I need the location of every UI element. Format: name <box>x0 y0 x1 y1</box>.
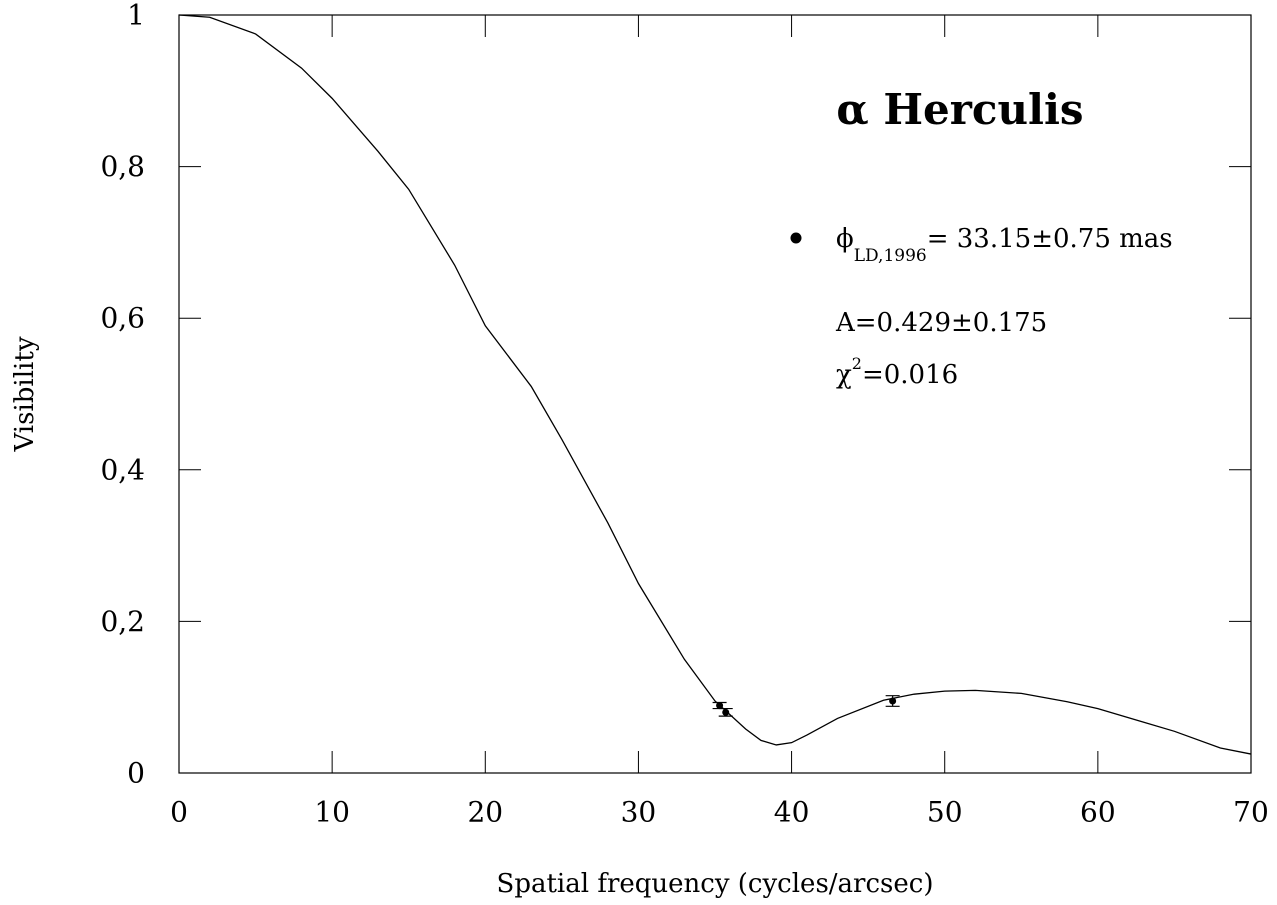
y-axis-label: Visibility <box>10 336 40 452</box>
x-axis-label: Spatial frequency (cycles/arcsec) <box>497 869 934 899</box>
annotation-sup: 2 <box>852 354 862 373</box>
y-tick-label: 0 <box>127 757 145 790</box>
x-tick-label: 40 <box>774 796 810 829</box>
x-tick-label: 10 <box>314 796 350 829</box>
y-tick-label: 0,6 <box>100 302 145 335</box>
legend-marker <box>790 232 802 244</box>
x-tick-label: 70 <box>1233 796 1269 829</box>
x-tick-label: 0 <box>170 796 188 829</box>
x-tick-label: 50 <box>927 796 963 829</box>
y-tick-label: 1 <box>127 0 145 32</box>
y-tick-label: 0,4 <box>100 453 145 486</box>
x-tick-label: 30 <box>621 796 657 829</box>
y-tick-label: 0,8 <box>100 150 145 183</box>
legend-text: ϕLD,1996= 33.15±0.75 mas <box>836 224 1173 266</box>
plot-frame <box>178 14 1252 774</box>
legend-label: = 33.15±0.75 mas <box>927 224 1173 254</box>
data-point <box>889 697 897 705</box>
chart-title: α Herculis <box>836 85 1083 134</box>
legend-subscript: LD,1996 <box>854 246 927 266</box>
legend-symbol: ϕ <box>836 224 854 254</box>
annotation: A=0.429±0.175 <box>835 308 1047 338</box>
data-point <box>722 708 730 716</box>
annotation-base: χ <box>836 360 852 390</box>
y-tick-label: 0,2 <box>100 605 145 638</box>
annotation-text: =0.016 <box>862 360 958 390</box>
x-tick-label: 60 <box>1080 796 1116 829</box>
fit-curve <box>178 14 1252 755</box>
annotation: χ2=0.016 <box>836 354 958 391</box>
data-point <box>716 702 724 710</box>
x-tick-label: 20 <box>467 796 503 829</box>
